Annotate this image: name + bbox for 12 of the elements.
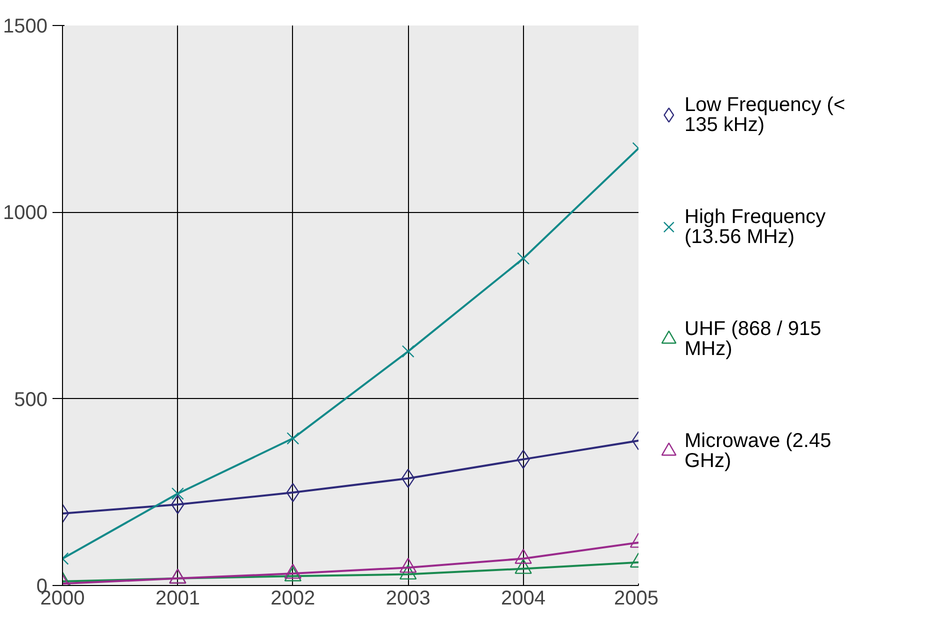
x-tick-label: 2003 [386, 588, 430, 610]
legend-label: Low Frequency (< 135 kHz) [684, 94, 846, 136]
x-tick-label: 2004 [501, 588, 546, 610]
y-tick-label: 1000 [3, 202, 48, 224]
x-tick-label: 2005 [614, 588, 659, 610]
legend-label: Microwave (2.45 GHz) [684, 430, 832, 472]
legend-label: High Frequency (13.56 MHz) [684, 206, 826, 248]
legend-label: UHF (868 / 915 MHz) [684, 318, 822, 360]
x-tick-label: 2002 [270, 588, 316, 610]
y-tick-label: 500 [14, 388, 48, 411]
y-tick-label: 1500 [3, 16, 48, 38]
x-tick-label: 2001 [155, 588, 200, 610]
